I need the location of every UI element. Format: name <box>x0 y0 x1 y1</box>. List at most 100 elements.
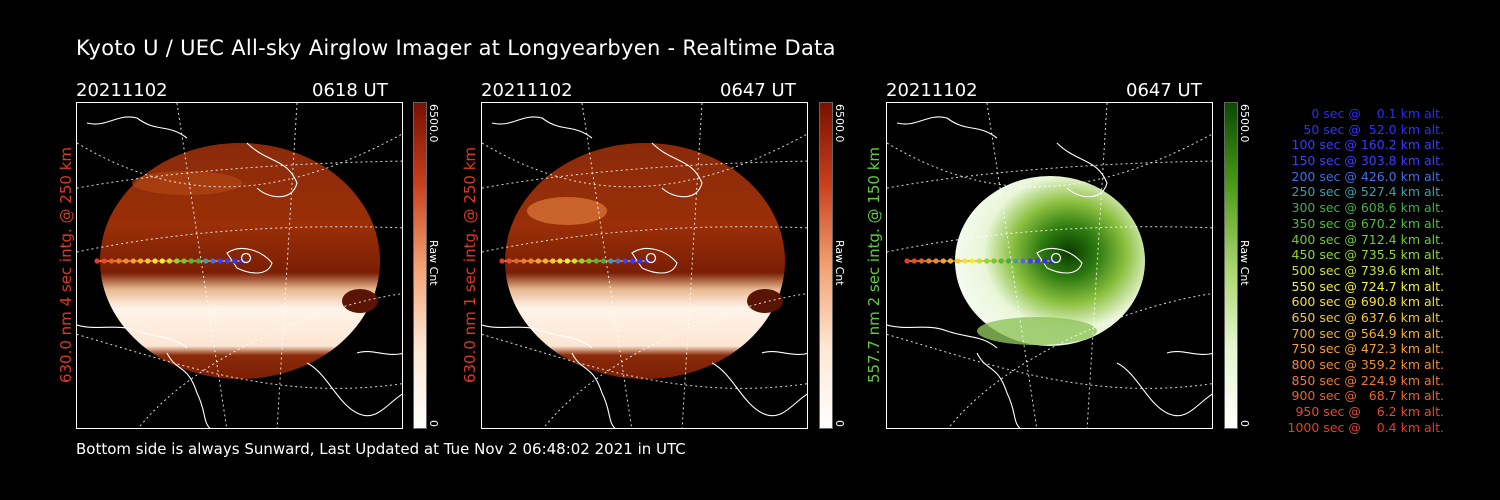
legend-row: 700 sec @ 564.9 km alt. <box>1287 325 1444 341</box>
panel-3-image <box>886 102 1213 429</box>
panel-3-time: 0647 UT <box>1126 80 1202 101</box>
panel-3-colorbar-max: 6500.0 <box>1238 104 1251 143</box>
coastline <box>491 116 593 139</box>
coastline <box>1036 248 1083 274</box>
legend-row: 500 sec @ 739.6 km alt. <box>1287 262 1444 278</box>
track-point <box>108 258 115 264</box>
track-point <box>506 258 512 264</box>
panel-3-colorbar-min: 0 <box>1238 420 1251 427</box>
panel-1-time: 0618 UT <box>312 80 388 101</box>
track-point <box>564 258 570 264</box>
track-point <box>586 258 592 264</box>
track-point <box>1027 258 1033 264</box>
track-point <box>600 258 607 264</box>
track-point <box>622 258 628 264</box>
track-point <box>955 258 961 264</box>
track-point <box>232 258 238 264</box>
coastline <box>306 362 402 417</box>
legend-row: 650 sec @ 637.6 km alt. <box>1287 309 1444 325</box>
track-point <box>926 258 932 264</box>
track-point <box>542 258 549 264</box>
grid-line <box>176 103 228 428</box>
coastline <box>631 248 678 274</box>
track-point <box>181 258 187 264</box>
track-point <box>593 258 599 264</box>
track-point <box>904 258 910 264</box>
legend-row: 800 sec @ 359.2 km alt. <box>1287 357 1444 372</box>
panel-1-colorbar-unit: Raw Cnt <box>427 240 440 286</box>
grid-line <box>887 133 1212 188</box>
track-point <box>224 258 231 264</box>
track-point <box>203 258 209 264</box>
track-point <box>962 258 968 264</box>
coastline <box>896 116 998 139</box>
track-point <box>637 258 643 264</box>
track-point <box>969 258 975 264</box>
panel-2-colorbar <box>819 102 833 429</box>
track-point <box>513 258 520 264</box>
track-point <box>608 258 614 264</box>
track-point <box>521 258 527 264</box>
track-point <box>1042 258 1048 264</box>
panel-2-colorbar-unit: Raw Cnt <box>833 240 846 286</box>
coastline <box>1166 351 1212 355</box>
track-point <box>159 258 165 264</box>
panel-2-colorbar-min: 0 <box>833 420 846 427</box>
track-point <box>166 258 173 264</box>
panel-1-image <box>76 102 403 429</box>
altitude-legend: 0 sec @ 0.1 km alt. 50 sec @ 52.0 km alt… <box>1262 106 1444 435</box>
panel-1-colorbar-min: 0 <box>427 420 440 427</box>
footer-status: Bottom side is always Sunward, Last Upda… <box>76 440 686 458</box>
station-marker <box>240 252 252 264</box>
green-band <box>977 317 1097 345</box>
station-marker <box>1050 252 1062 264</box>
coastline <box>571 352 616 428</box>
track-point <box>615 258 621 264</box>
panel-2-time: 0647 UT <box>720 80 796 101</box>
legend-row: 0 sec @ 0.1 km alt. <box>1299 106 1444 121</box>
panel-2-date: 20211102 <box>481 80 573 101</box>
track-point <box>933 258 939 264</box>
track-point <box>499 258 505 264</box>
track-point <box>137 258 144 264</box>
panel-1-colorbar-max: 6500.0 <box>427 104 440 143</box>
track-point <box>535 258 541 264</box>
legend-row: 900 sec @ 68.7 km alt. <box>1287 388 1444 404</box>
grid-line <box>77 160 402 189</box>
coastline <box>246 142 298 198</box>
legend-row: 600 sec @ 690.8 km alt. <box>1287 294 1444 310</box>
track-point <box>940 258 946 264</box>
coastline <box>887 324 998 349</box>
track-point <box>947 258 954 264</box>
legend-row: 200 sec @ 426.0 km alt. <box>1287 168 1444 184</box>
coastline <box>651 142 703 198</box>
track-point <box>123 258 129 264</box>
track-point <box>984 258 990 264</box>
legend-row: 450 sec @ 735.5 km alt. <box>1287 247 1444 263</box>
legend-row: 1000 sec @ 0.4 km alt. <box>1287 419 1444 435</box>
grid-line <box>887 160 1212 189</box>
track-point <box>101 258 107 264</box>
track-point <box>629 258 636 264</box>
track-point <box>1020 258 1026 264</box>
legend-row: 750 sec @ 472.3 km alt. <box>1287 341 1444 357</box>
track-point <box>557 258 563 264</box>
legend-row: 350 sec @ 670.2 km alt. <box>1287 215 1444 231</box>
track-point <box>976 258 983 264</box>
legend-row: 850 sec @ 224.9 km alt. <box>1287 372 1444 388</box>
grid-line <box>77 226 402 253</box>
coastline <box>77 324 188 349</box>
legend-row: 300 sec @ 608.6 km alt. <box>1287 200 1444 216</box>
grid-line <box>887 226 1212 253</box>
legend-row: 950 sec @ 6.2 km alt. <box>1291 404 1444 420</box>
coastline <box>226 248 273 274</box>
station-marker <box>645 252 657 264</box>
panel-2-wavelength-label: 630.0 nm 1 sec intg. @ 250 km <box>461 146 479 384</box>
bright-arc <box>132 171 242 195</box>
panel-3-date: 20211102 <box>886 80 978 101</box>
track-point <box>1013 258 1019 264</box>
legend-row: 250 sec @ 527.4 km alt. <box>1287 184 1444 200</box>
coastline <box>1116 362 1212 417</box>
grid-line <box>77 133 402 188</box>
coastline <box>482 324 593 349</box>
